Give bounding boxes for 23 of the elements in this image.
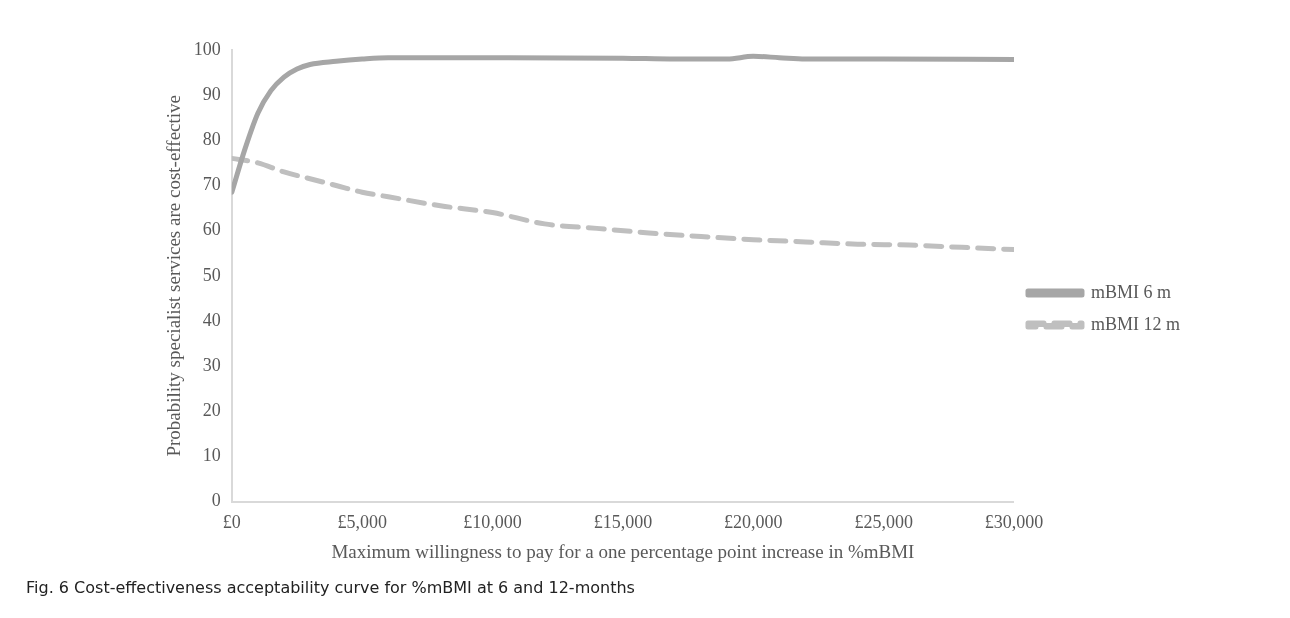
x-tick-label: £20,000	[724, 512, 783, 533]
legend-label: mBMI 12 m	[1090, 313, 1181, 334]
x-tick-label: £30,000	[984, 512, 1044, 533]
y-tick-label: 30	[202, 354, 221, 375]
legend-label: mBMI 6 m	[1090, 281, 1172, 302]
y-tick-label: 80	[202, 129, 221, 150]
y-tick-label: 50	[202, 264, 221, 285]
x-tick-label: £5,000	[337, 512, 387, 533]
y-tick-label: 10	[202, 445, 221, 466]
x-axis-title: Maximum willingness to pay for a one percentage point increase in %mBMI	[331, 540, 915, 562]
y-tick-label: 60	[202, 219, 221, 240]
y-tick-label: 100	[193, 38, 221, 59]
y-axis-title: Probability specialist services are cost-effective	[163, 95, 185, 457]
y-tick-label: 0	[211, 490, 221, 511]
y-tick-label: 40	[202, 309, 221, 330]
x-tick-label: £0	[222, 512, 241, 533]
x-tick-label: £15,000	[593, 512, 653, 533]
y-tick-label: 90	[202, 83, 221, 104]
caption: Fig. 6 Cost-effectiveness acceptability curve for %mBMI at 6 and 12-months	[26, 578, 635, 597]
x-tick-label: £10,000	[463, 512, 522, 533]
x-tick-label: £25,000	[854, 512, 913, 533]
y-tick-label: 70	[202, 174, 221, 195]
y-tick-label: 20	[202, 400, 221, 421]
